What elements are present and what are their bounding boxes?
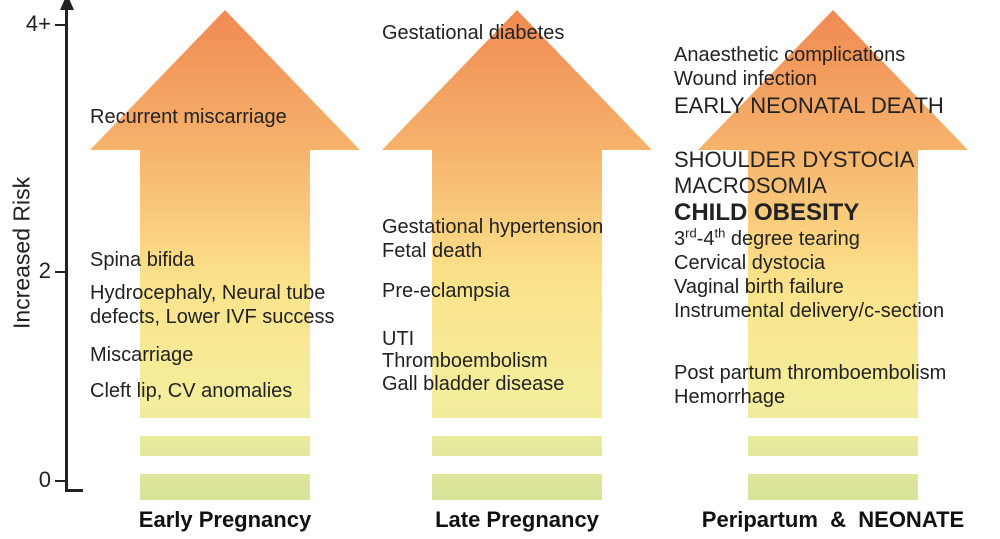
risk-arrow <box>698 10 968 500</box>
column-title: Peripartum & NEONATE <box>668 507 998 533</box>
risk-arrow <box>382 10 652 500</box>
column-peri: Peripartum & NEONATEAnaesthetic complica… <box>668 0 998 539</box>
column-title: Early Pregnancy <box>80 507 370 533</box>
risk-infographic: 024+Increased RiskEarly PregnancyRecurre… <box>0 0 1000 539</box>
column-late: Late PregnancyGestational diabetesGestat… <box>372 0 662 539</box>
column-title: Late Pregnancy <box>372 507 662 533</box>
y-axis-line <box>65 8 68 490</box>
y-tick-label: 0 <box>11 467 51 493</box>
y-axis-label: Increased Risk <box>9 177 36 329</box>
y-tick <box>55 480 65 482</box>
column-early: Early PregnancyRecurrent miscarriageSpin… <box>80 0 370 539</box>
y-tick <box>55 24 65 26</box>
y-tick-label: 4+ <box>11 11 51 37</box>
y-tick <box>55 271 65 273</box>
risk-arrow <box>90 10 360 500</box>
y-axis-arrowhead <box>60 0 74 10</box>
